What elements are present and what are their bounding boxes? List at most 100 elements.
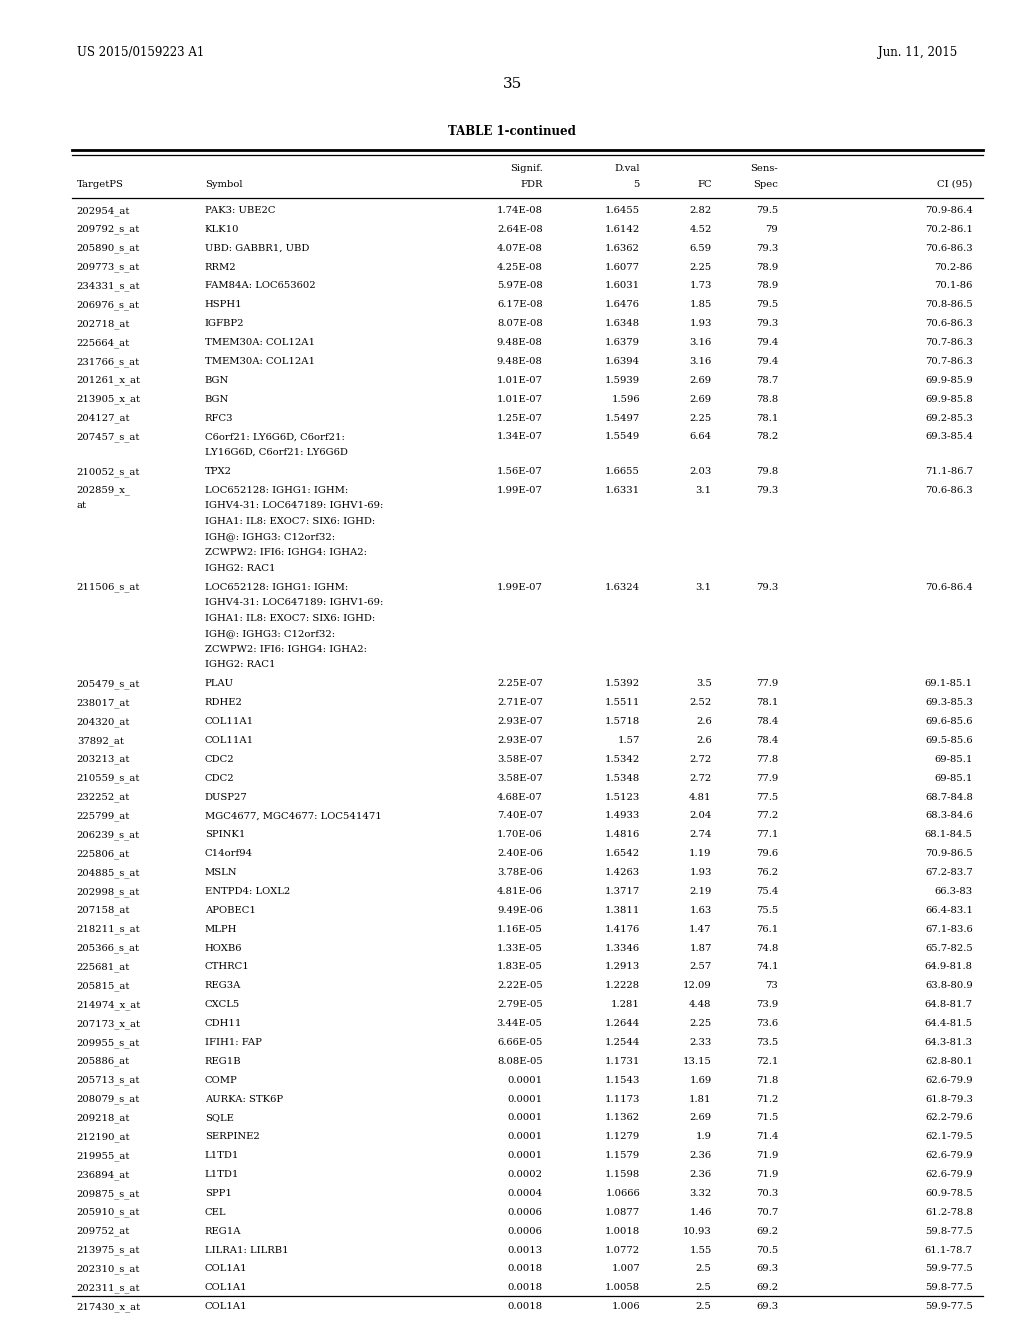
Text: 1.6655: 1.6655 [605,467,640,477]
Text: 219955_at: 219955_at [77,1151,130,1160]
Text: 6.17E-08: 6.17E-08 [497,300,543,309]
Text: 1.99E-07: 1.99E-07 [497,582,543,591]
Text: 1.01E-07: 1.01E-07 [497,376,543,385]
Text: HSPH1: HSPH1 [205,300,243,309]
Text: 1.46: 1.46 [689,1208,712,1217]
Text: 2.5: 2.5 [695,1265,712,1274]
Text: 1.16E-05: 1.16E-05 [497,924,543,933]
Text: HOXB6: HOXB6 [205,944,243,953]
Text: 78.2: 78.2 [756,433,778,441]
Text: 4.81E-06: 4.81E-06 [497,887,543,896]
Text: 79.8: 79.8 [756,467,778,477]
Text: 217430_x_at: 217430_x_at [77,1302,141,1312]
Text: 77.1: 77.1 [756,830,778,840]
Text: 68.3-84.6: 68.3-84.6 [925,812,973,821]
Text: 1.93: 1.93 [689,869,712,876]
Text: 62.6-79.9: 62.6-79.9 [925,1076,973,1085]
Text: 79.4: 79.4 [756,338,778,347]
Text: 2.6: 2.6 [696,735,712,744]
Text: 209875_s_at: 209875_s_at [77,1189,140,1199]
Text: 1.1731: 1.1731 [604,1057,640,1065]
Text: PAK3: UBE2C: PAK3: UBE2C [205,206,275,215]
Text: TMEM30A: COL12A1: TMEM30A: COL12A1 [205,356,314,366]
Text: 205713_s_at: 205713_s_at [77,1076,140,1085]
Text: IFIH1: FAP: IFIH1: FAP [205,1038,262,1047]
Text: 73.6: 73.6 [756,1019,778,1028]
Text: CTHRC1: CTHRC1 [205,962,250,972]
Text: 209752_at: 209752_at [77,1226,130,1237]
Text: 2.69: 2.69 [689,395,712,404]
Text: 225806_at: 225806_at [77,849,130,859]
Text: 205815_at: 205815_at [77,981,130,991]
Text: 70.8-86.5: 70.8-86.5 [925,300,973,309]
Text: 71.2: 71.2 [756,1094,778,1104]
Text: 3.1: 3.1 [695,486,712,495]
Text: 204127_at: 204127_at [77,413,130,424]
Text: 1.1543: 1.1543 [604,1076,640,1085]
Text: MGC4677, MGC4677: LOC541471: MGC4677, MGC4677: LOC541471 [205,812,382,821]
Text: LY16G6D, C6orf21: LY6G6D: LY16G6D, C6orf21: LY6G6D [205,447,348,457]
Text: 2.69: 2.69 [689,1113,712,1122]
Text: 1.25E-07: 1.25E-07 [497,413,543,422]
Text: 1.5348: 1.5348 [605,774,640,783]
Text: COL1A1: COL1A1 [205,1283,248,1292]
Text: D.val: D.val [614,164,640,173]
Text: 62.6-79.9: 62.6-79.9 [925,1151,973,1160]
Text: 71.1-86.7: 71.1-86.7 [925,467,973,477]
Text: 205479_s_at: 205479_s_at [77,680,140,689]
Text: LOC652128: IGHG1: IGHM:: LOC652128: IGHG1: IGHM: [205,582,348,591]
Text: 1.5123: 1.5123 [605,792,640,801]
Text: C6orf21: LY6G6D, C6orf21:: C6orf21: LY6G6D, C6orf21: [205,433,345,441]
Text: 205910_s_at: 205910_s_at [77,1208,140,1217]
Text: FC: FC [697,180,712,189]
Text: C14orf94: C14orf94 [205,849,253,858]
Text: CXCL5: CXCL5 [205,1001,240,1010]
Text: Signif.: Signif. [510,164,543,173]
Text: 1.69: 1.69 [689,1076,712,1085]
Text: 37892_at: 37892_at [77,735,124,746]
Text: 78.4: 78.4 [756,717,778,726]
Text: CI (95): CI (95) [937,180,973,189]
Text: 5: 5 [634,180,640,189]
Text: 1.6379: 1.6379 [605,338,640,347]
Text: 8.07E-08: 8.07E-08 [497,319,543,329]
Text: 74.1: 74.1 [756,962,778,972]
Text: 4.07E-08: 4.07E-08 [497,244,543,252]
Text: 210559_s_at: 210559_s_at [77,774,140,783]
Text: 69.2: 69.2 [756,1283,778,1292]
Text: IGFBP2: IGFBP2 [205,319,245,329]
Text: 76.2: 76.2 [756,869,778,876]
Text: 2.72: 2.72 [689,774,712,783]
Text: 234331_s_at: 234331_s_at [77,281,140,292]
Text: IGH@: IGHG3: C12orf32:: IGH@: IGHG3: C12orf32: [205,532,335,541]
Text: 1.2228: 1.2228 [605,981,640,990]
Text: 1.6031: 1.6031 [605,281,640,290]
Text: 4.25E-08: 4.25E-08 [497,263,543,272]
Text: 1.5718: 1.5718 [605,717,640,726]
Text: CEL: CEL [205,1208,226,1217]
Text: 9.48E-08: 9.48E-08 [497,338,543,347]
Text: 2.5: 2.5 [695,1302,712,1311]
Text: 70.9-86.4: 70.9-86.4 [925,206,973,215]
Text: 1.81: 1.81 [689,1094,712,1104]
Text: 1.281: 1.281 [611,1001,640,1010]
Text: 202998_s_at: 202998_s_at [77,887,140,896]
Text: 206976_s_at: 206976_s_at [77,300,140,310]
Text: ENTPD4: LOXL2: ENTPD4: LOXL2 [205,887,290,896]
Text: TABLE 1-continued: TABLE 1-continued [449,125,575,139]
Text: 209955_s_at: 209955_s_at [77,1038,140,1048]
Text: 70.6-86.4: 70.6-86.4 [925,582,973,591]
Text: 205886_at: 205886_at [77,1057,130,1067]
Text: 0.0001: 0.0001 [508,1094,543,1104]
Text: 70.1-86: 70.1-86 [935,281,973,290]
Text: 0.0018: 0.0018 [508,1302,543,1311]
Text: 7.40E-07: 7.40E-07 [497,812,543,821]
Text: IGHG2: RAC1: IGHG2: RAC1 [205,660,275,669]
Text: 211506_s_at: 211506_s_at [77,582,140,593]
Text: 1.0666: 1.0666 [605,1189,640,1199]
Text: 0.0001: 0.0001 [508,1113,543,1122]
Text: 205890_s_at: 205890_s_at [77,244,140,253]
Text: 6.66E-05: 6.66E-05 [498,1038,543,1047]
Text: L1TD1: L1TD1 [205,1151,240,1160]
Text: CDH11: CDH11 [205,1019,242,1028]
